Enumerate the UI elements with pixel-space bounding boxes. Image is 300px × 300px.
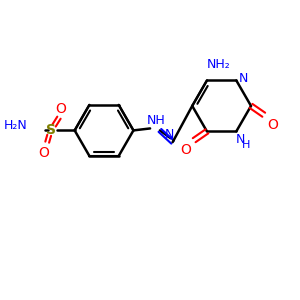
- Text: O: O: [56, 102, 66, 116]
- Text: O: O: [180, 143, 191, 157]
- Text: O: O: [38, 146, 49, 160]
- Text: N: N: [236, 133, 245, 146]
- Text: O: O: [267, 118, 278, 131]
- Text: NH: NH: [147, 114, 165, 127]
- Text: N: N: [165, 128, 174, 141]
- Text: NH₂: NH₂: [207, 58, 231, 71]
- Text: S: S: [46, 123, 56, 137]
- Text: H: H: [242, 140, 250, 150]
- Text: H₂N: H₂N: [4, 119, 28, 132]
- Text: N: N: [238, 72, 248, 85]
